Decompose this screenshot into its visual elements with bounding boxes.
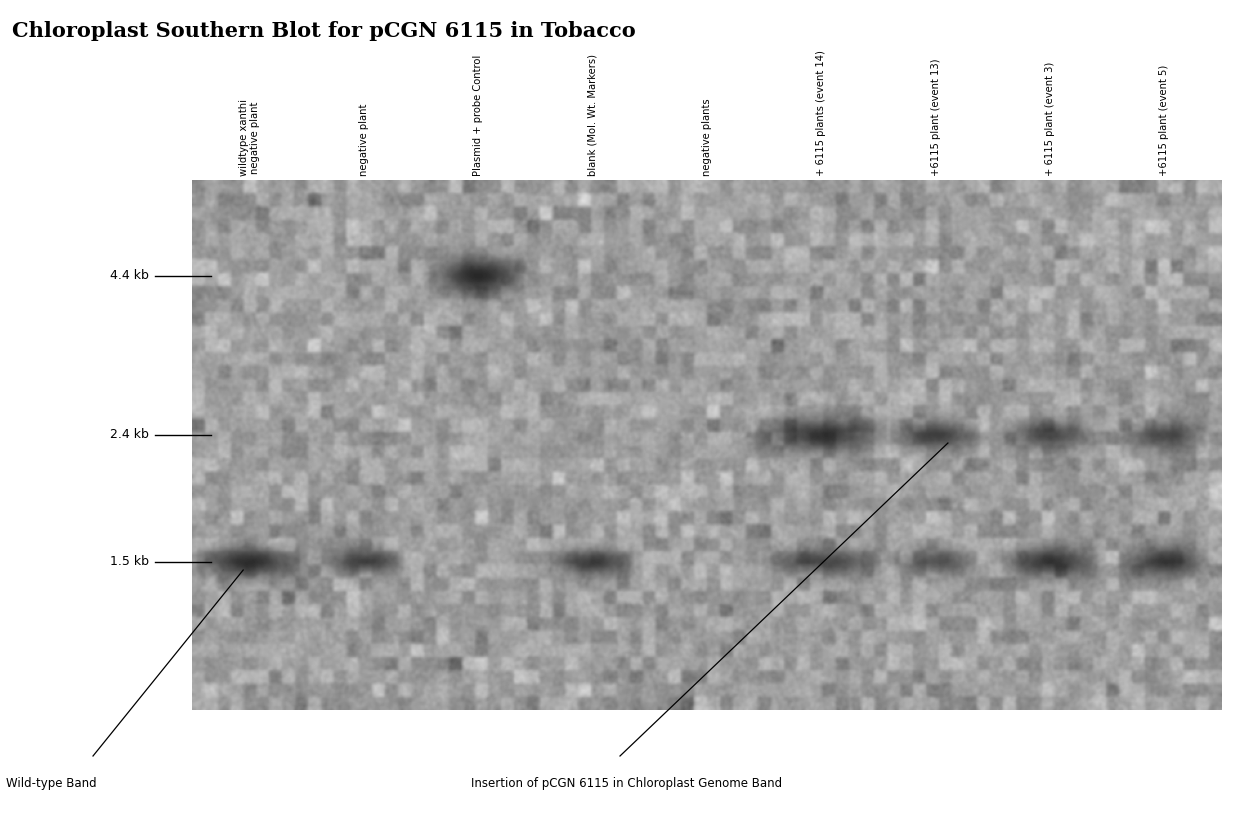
Text: negative plant: negative plant xyxy=(358,104,368,176)
Text: +6115 plant (event 13): +6115 plant (event 13) xyxy=(930,59,940,176)
Text: Plasmid + probe Control: Plasmid + probe Control xyxy=(474,55,484,176)
Text: 4.4 kb: 4.4 kb xyxy=(110,270,149,282)
Text: + 6115 plant (event 3): + 6115 plant (event 3) xyxy=(1045,62,1055,176)
Text: 2.4 kb: 2.4 kb xyxy=(110,428,149,441)
Text: blank (Mol. Wt. Markers): blank (Mol. Wt. Markers) xyxy=(588,55,598,176)
Text: wildtype xanthi
negative plant: wildtype xanthi negative plant xyxy=(238,99,260,176)
Text: Insertion of pCGN 6115 in Chloroplast Genome Band: Insertion of pCGN 6115 in Chloroplast Ge… xyxy=(471,777,782,790)
Text: Chloroplast Southern Blot for pCGN 6115 in Tobacco: Chloroplast Southern Blot for pCGN 6115 … xyxy=(12,21,636,41)
Text: negative plants: negative plants xyxy=(702,99,712,176)
Text: + 6115 plants (event 14): + 6115 plants (event 14) xyxy=(816,50,826,176)
Text: +6115 plant (event 5): +6115 plant (event 5) xyxy=(1159,66,1169,176)
Text: 1.5 kb: 1.5 kb xyxy=(110,555,149,568)
Text: Wild-type Band: Wild-type Band xyxy=(6,777,97,790)
